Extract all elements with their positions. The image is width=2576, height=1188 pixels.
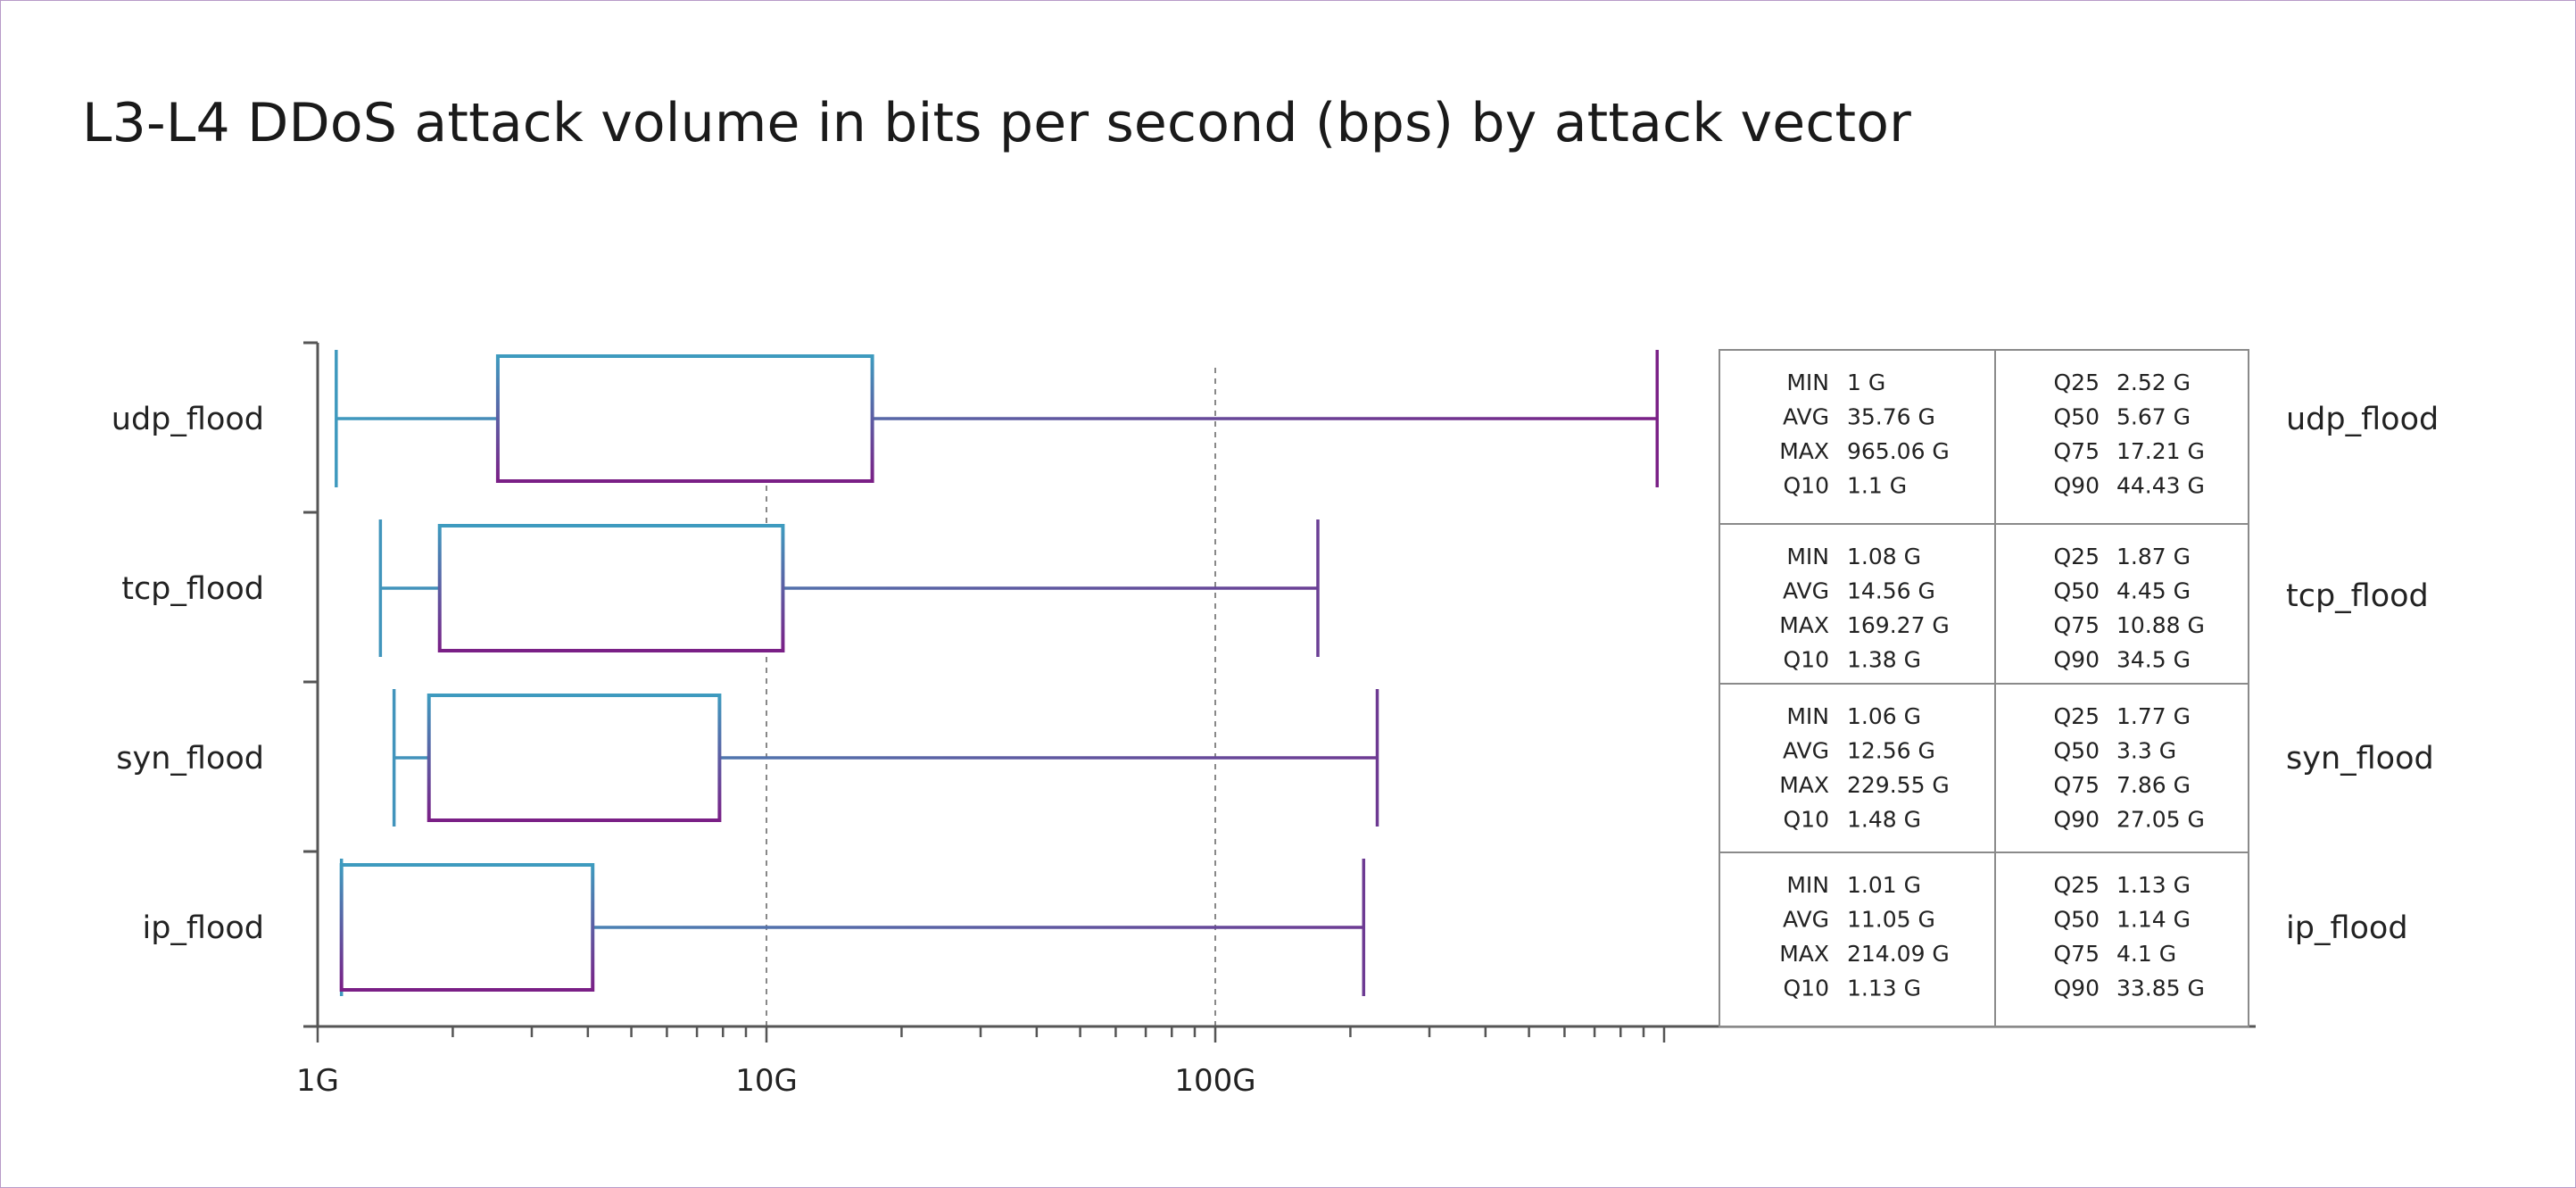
stat-value: 1.13 G <box>2116 872 2191 898</box>
boxplot-ip_flood <box>339 859 1366 996</box>
stat-value: 11.05 G <box>1847 907 1935 933</box>
box-iqr <box>437 524 785 652</box>
stat-key: AVG <box>1783 404 1829 430</box>
stat-value: 5.67 G <box>2116 404 2191 430</box>
box-iqr <box>495 354 874 483</box>
category-label-right: syn_flood <box>2286 741 2434 777</box>
box-iqr <box>339 863 595 992</box>
stat-key: Q90 <box>2054 473 2100 499</box>
stat-key: MIN <box>1786 370 1829 395</box>
stat-key: Q10 <box>1784 976 1830 1001</box>
stat-key: Q90 <box>2054 647 2100 673</box>
stat-key: Q10 <box>1784 647 1830 673</box>
boxplot-syn_flood <box>392 689 1379 827</box>
category-label: syn_flood <box>116 741 264 777</box>
stat-value: 10.88 G <box>2116 612 2205 638</box>
stat-value: 214.09 G <box>1847 941 1950 967</box>
stat-value: 1.14 G <box>2116 907 2191 933</box>
stat-key: MAX <box>1779 438 1829 464</box>
stat-key: Q10 <box>1784 807 1830 833</box>
stat-key: AVG <box>1783 907 1829 933</box>
stat-value: 965.06 G <box>1847 438 1950 464</box>
x-tick-label: 100G <box>1174 1063 1255 1099</box>
stat-value: 1.13 G <box>1847 976 1921 1001</box>
stat-key: MAX <box>1779 772 1829 798</box>
stat-value: 4.45 G <box>2116 578 2191 604</box>
stat-value: 169.27 G <box>1847 612 1950 638</box>
stat-key: Q75 <box>2054 941 2100 967</box>
stat-value: 17.21 G <box>2116 438 2205 464</box>
stat-key: Q90 <box>2054 807 2100 833</box>
stat-key: MAX <box>1779 612 1829 638</box>
stat-key: Q75 <box>2054 612 2100 638</box>
stat-key: Q25 <box>2054 370 2100 395</box>
category-label: tcp_flood <box>121 571 264 607</box>
stat-key: AVG <box>1783 578 1829 604</box>
stat-key: Q75 <box>2054 438 2100 464</box>
stat-value: 1.87 G <box>2116 544 2191 569</box>
stat-value: 14.56 G <box>1847 578 1935 604</box>
category-label: ip_flood <box>142 910 264 946</box>
stat-key: MIN <box>1786 544 1829 569</box>
category-label: udp_flood <box>112 402 264 437</box>
x-tick-label: 10G <box>735 1063 798 1099</box>
stat-key: Q10 <box>1784 473 1830 499</box>
stat-value: 1.08 G <box>1847 544 1921 569</box>
box-iqr <box>427 694 722 822</box>
stat-key: Q50 <box>2054 907 2100 933</box>
category-label-right: tcp_flood <box>2286 578 2429 614</box>
stat-key: Q50 <box>2054 404 2100 430</box>
stat-key: Q25 <box>2054 703 2100 729</box>
stat-value: 1.77 G <box>2116 703 2191 729</box>
stat-value: 1 G <box>1847 370 1885 395</box>
boxplot-udp_flood <box>335 350 1659 487</box>
stat-value: 1.38 G <box>1847 647 1921 673</box>
x-tick-label: 1G <box>296 1063 339 1099</box>
stats-table <box>1719 349 2249 1027</box>
stat-value: 1.48 G <box>1847 807 1921 833</box>
chart-title: L3-L4 DDoS attack volume in bits per sec… <box>82 92 1912 154</box>
stat-value: 3.3 G <box>2116 738 2176 764</box>
stat-value: 44.43 G <box>2116 473 2205 499</box>
stat-key: AVG <box>1783 738 1829 764</box>
category-label-right: udp_flood <box>2286 402 2439 437</box>
stat-value: 1.01 G <box>1847 872 1921 898</box>
stat-key: Q90 <box>2054 976 2100 1001</box>
stat-key: Q25 <box>2054 872 2100 898</box>
stat-value: 229.55 G <box>1847 772 1950 798</box>
stat-value: 1.06 G <box>1847 703 1921 729</box>
stat-value: 27.05 G <box>2116 807 2205 833</box>
stat-value: 4.1 G <box>2116 941 2176 967</box>
boxplot-tcp_flood <box>378 519 1320 657</box>
stat-value: 2.52 G <box>2116 370 2191 395</box>
stat-value: 33.85 G <box>2116 976 2205 1001</box>
stat-key: Q25 <box>2054 544 2100 569</box>
stat-value: 1.1 G <box>1847 473 1907 499</box>
stat-value: 7.86 G <box>2116 772 2191 798</box>
stat-key: MIN <box>1786 872 1829 898</box>
stat-key: MAX <box>1779 941 1829 967</box>
stat-key: Q75 <box>2054 772 2100 798</box>
stat-value: 34.5 G <box>2116 647 2191 673</box>
stat-key: Q50 <box>2054 578 2100 604</box>
stat-key: Q50 <box>2054 738 2100 764</box>
stat-value: 12.56 G <box>1847 738 1935 764</box>
stat-key: MIN <box>1786 703 1829 729</box>
category-label-right: ip_flood <box>2286 910 2408 946</box>
stat-value: 35.76 G <box>1847 404 1935 430</box>
